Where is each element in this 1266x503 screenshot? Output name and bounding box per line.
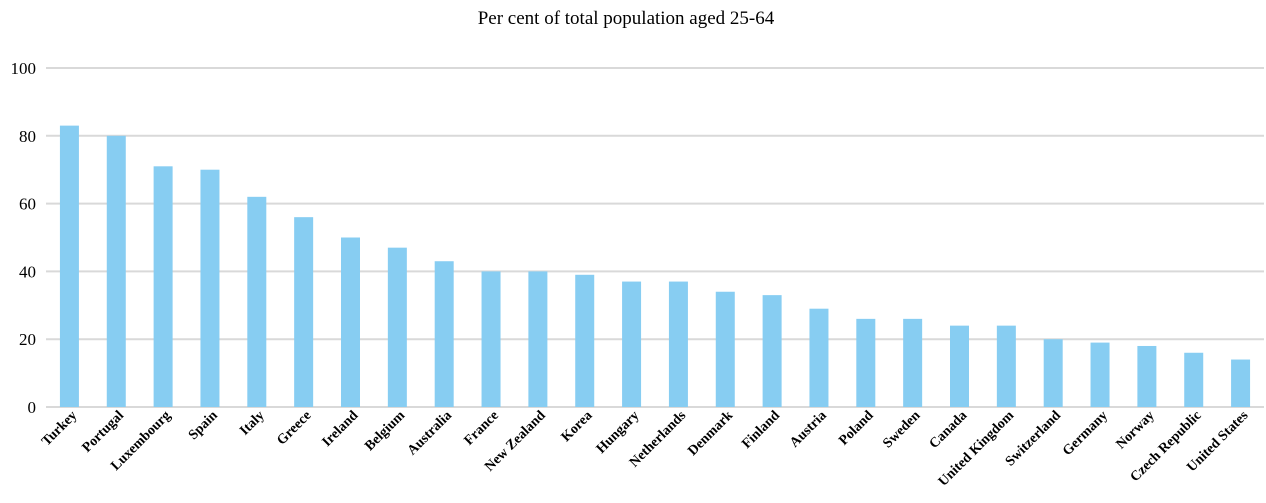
x-tick-label: Korea — [559, 408, 596, 445]
x-tick-label: Finland — [739, 408, 783, 452]
y-tick-label: 40 — [19, 262, 36, 281]
x-tick-label: Australia — [405, 408, 455, 458]
bar-switzerland — [1043, 339, 1063, 407]
bar-united-states — [1231, 359, 1251, 407]
bar-netherlands — [668, 281, 688, 407]
y-axis-ticks: 0 20 40 60 80 100 — [11, 59, 37, 417]
bar-luxembourg — [153, 166, 173, 407]
x-tick-label: Greece — [274, 408, 314, 448]
bar-czech-republic — [1184, 352, 1204, 407]
bar-belgium — [387, 247, 407, 407]
x-tick-label: Austria — [787, 408, 830, 451]
x-tick-label: Poland — [836, 408, 876, 448]
x-tick-label: Spain — [186, 408, 221, 443]
y-tick-label: 20 — [19, 330, 36, 349]
bar-australia — [434, 261, 454, 407]
bar-denmark — [715, 291, 735, 407]
bar-germany — [1090, 342, 1110, 407]
x-tick-label: Ireland — [320, 408, 362, 450]
bar-sweden — [903, 318, 923, 407]
bar-new-zealand — [528, 271, 548, 407]
gridlines — [46, 67, 1264, 408]
x-tick-label: Norway — [1114, 408, 1158, 452]
x-tick-label: Sweden — [880, 408, 923, 451]
x-tick-label: Italy — [237, 408, 267, 438]
bar-finland — [762, 295, 782, 407]
bar-turkey — [59, 125, 79, 407]
bar-hungary — [622, 281, 642, 407]
x-tick-label: France — [462, 408, 502, 448]
x-tick-label: Portugal — [80, 408, 128, 456]
bar-italy — [247, 196, 267, 407]
bar-poland — [856, 318, 876, 407]
y-tick-label: 0 — [28, 398, 37, 417]
x-tick-label: Belgium — [362, 408, 408, 454]
bar-portugal — [106, 135, 126, 408]
x-tick-label: Canada — [927, 408, 971, 452]
bar-canada — [950, 325, 969, 407]
y-tick-label: 80 — [19, 127, 36, 146]
bar-ireland — [341, 237, 360, 407]
bar-greece — [294, 217, 314, 407]
x-tick-label: Hungary — [594, 408, 643, 457]
bar-korea — [575, 274, 595, 407]
bar-austria — [809, 308, 829, 407]
bar-france — [481, 271, 501, 407]
y-tick-label: 60 — [19, 195, 36, 214]
chart-title: Per cent of total population aged 25-64 — [478, 8, 775, 29]
x-tick-label: Turkey — [39, 408, 80, 449]
y-tick-label: 100 — [11, 59, 37, 78]
x-tick-label: Denmark — [685, 408, 736, 459]
x-tick-label: Germany — [1060, 408, 1111, 459]
bar-united-kingdom — [996, 325, 1016, 407]
bar-spain — [200, 169, 220, 407]
bars — [59, 125, 1251, 408]
bar-norway — [1137, 345, 1157, 407]
